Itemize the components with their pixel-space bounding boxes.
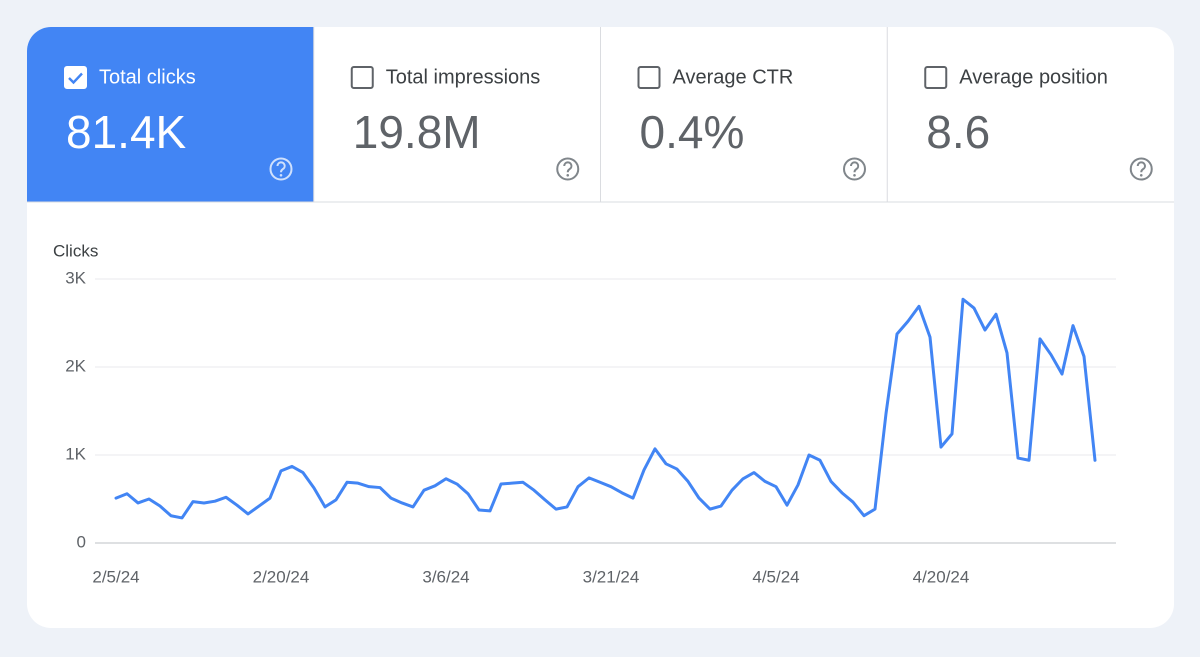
- x-tick-label: 3/21/24: [583, 567, 640, 586]
- chart: 0 1K 2K 3K 2/5/24 2/20/24 3/6/24 3/21/24 4/5/24 4…: [65, 268, 1116, 586]
- metric-tile[interactable]: Total clicks 81.4K: [27, 27, 314, 202]
- metric-value: 81.4K: [66, 106, 187, 158]
- y-tick-label: 0: [77, 532, 86, 551]
- checkbox[interactable]: [64, 66, 87, 89]
- y-tick-label: 2K: [65, 356, 86, 375]
- metric-tile[interactable]: Average position 8.6: [886, 27, 1153, 202]
- help-dot: [1139, 174, 1143, 177]
- help-glyph: [1136, 161, 1146, 173]
- help-glyph: [276, 161, 286, 173]
- help-dot: [853, 174, 856, 177]
- checkbox[interactable]: [637, 66, 661, 89]
- y-axis-title: Clicks: [53, 241, 98, 260]
- help-icon[interactable]: [556, 157, 580, 181]
- metric-label: Average position: [959, 66, 1108, 88]
- metric-tile[interactable]: Total impressions 19.8M: [313, 27, 580, 202]
- checkbox[interactable]: [924, 66, 948, 89]
- metric-tiles: Total clicks 81.4K Total impressions 19.8M A…: [27, 27, 1153, 202]
- metric-tile[interactable]: Average CTR 0.4%: [600, 27, 866, 202]
- tile-background: [27, 27, 314, 202]
- metric-label: Average CTR: [673, 66, 794, 88]
- x-tick-label: 4/20/24: [913, 567, 970, 586]
- checkbox[interactable]: [350, 66, 374, 89]
- metric-value: 0.4%: [640, 106, 745, 158]
- x-tick-label: 2/20/24: [253, 567, 310, 586]
- metric-label: Total impressions: [386, 66, 541, 88]
- metric-value: 8.6: [926, 106, 990, 158]
- metric-label: Total clicks: [99, 66, 196, 88]
- help-glyph: [563, 161, 573, 173]
- x-tick-label: 2/5/24: [92, 567, 139, 586]
- checkmark: [68, 72, 83, 85]
- x-tick-label: 3/6/24: [422, 567, 469, 586]
- metric-value: 19.8M: [353, 106, 481, 158]
- x-tick-label: 4/5/24: [752, 567, 799, 586]
- y-tick-label: 3K: [65, 268, 86, 287]
- help-glyph: [849, 161, 860, 173]
- help-icon[interactable]: [1129, 157, 1153, 181]
- y-tick-label: 1K: [65, 444, 86, 463]
- help-icon[interactable]: [843, 157, 866, 181]
- help-dot: [279, 174, 283, 177]
- help-icon[interactable]: [269, 157, 293, 181]
- help-dot: [566, 174, 570, 177]
- line-series: [114, 297, 1097, 520]
